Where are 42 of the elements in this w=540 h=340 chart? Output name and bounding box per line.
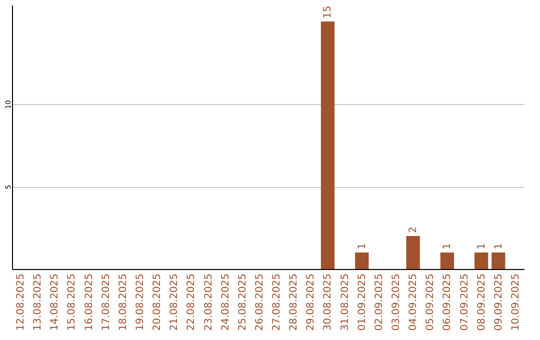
bar [320,22,335,269]
x-tick-label: 24.08.2025 [220,274,232,331]
x-tick-label: 05.09.2025 [425,274,436,331]
x-tick-label: 16.08.2025 [84,274,95,331]
x-tick-label: 22.08.2025 [186,274,198,331]
data-label: 2 [408,226,420,233]
x-tick-label: 04.09.2025 [408,274,420,331]
bar [406,236,420,269]
data-label: 1 [493,243,504,250]
x-tick-label: 15.08.2025 [66,274,78,331]
bar [440,252,454,269]
data-label: 1 [476,243,488,250]
x-tick-label: 10.09.2025 [510,274,522,331]
x-tick-label: 25.08.2025 [237,274,248,331]
x-tick-label: 21.08.2025 [169,274,180,331]
x-tick-label: 13.08.2025 [32,274,44,331]
x-tick-label: 18.08.2025 [118,274,129,331]
x-tick-label: 06.09.2025 [442,274,454,331]
x-tick-label: 14.08.2025 [50,274,61,331]
x-tick-label: 31.08.2025 [340,274,351,331]
x-tick-label: 20.08.2025 [152,274,164,331]
data-label: 1 [356,243,368,250]
x-tick-label: 08.09.2025 [476,274,488,331]
x-tick-label: 27.08.2025 [272,274,283,331]
x-tick-label: 29.08.2025 [306,274,317,331]
x-tick-label: 01.09.2025 [356,274,368,331]
bar [474,252,488,269]
x-tick-label: 07.09.2025 [459,274,470,331]
x-tick-label: 26.08.2025 [254,274,266,331]
bar [492,252,506,269]
x-tick-label: 09.09.2025 [493,274,504,331]
x-tick-label: 23.08.2025 [203,274,214,331]
x-tick-label: 02.09.2025 [374,274,385,331]
data-label: 1 [442,243,454,250]
x-tick-label: 19.08.2025 [135,274,146,331]
x-tick-label: 17.08.2025 [100,274,112,331]
data-label: 15 [322,6,334,18]
bar [355,252,369,269]
x-tick-label: 12.08.2025 [16,274,27,331]
x-tick-label: 28.08.2025 [288,274,300,331]
x-tick-label: 03.09.2025 [391,274,402,331]
x-tick-label: 30.08.2025 [322,274,334,331]
